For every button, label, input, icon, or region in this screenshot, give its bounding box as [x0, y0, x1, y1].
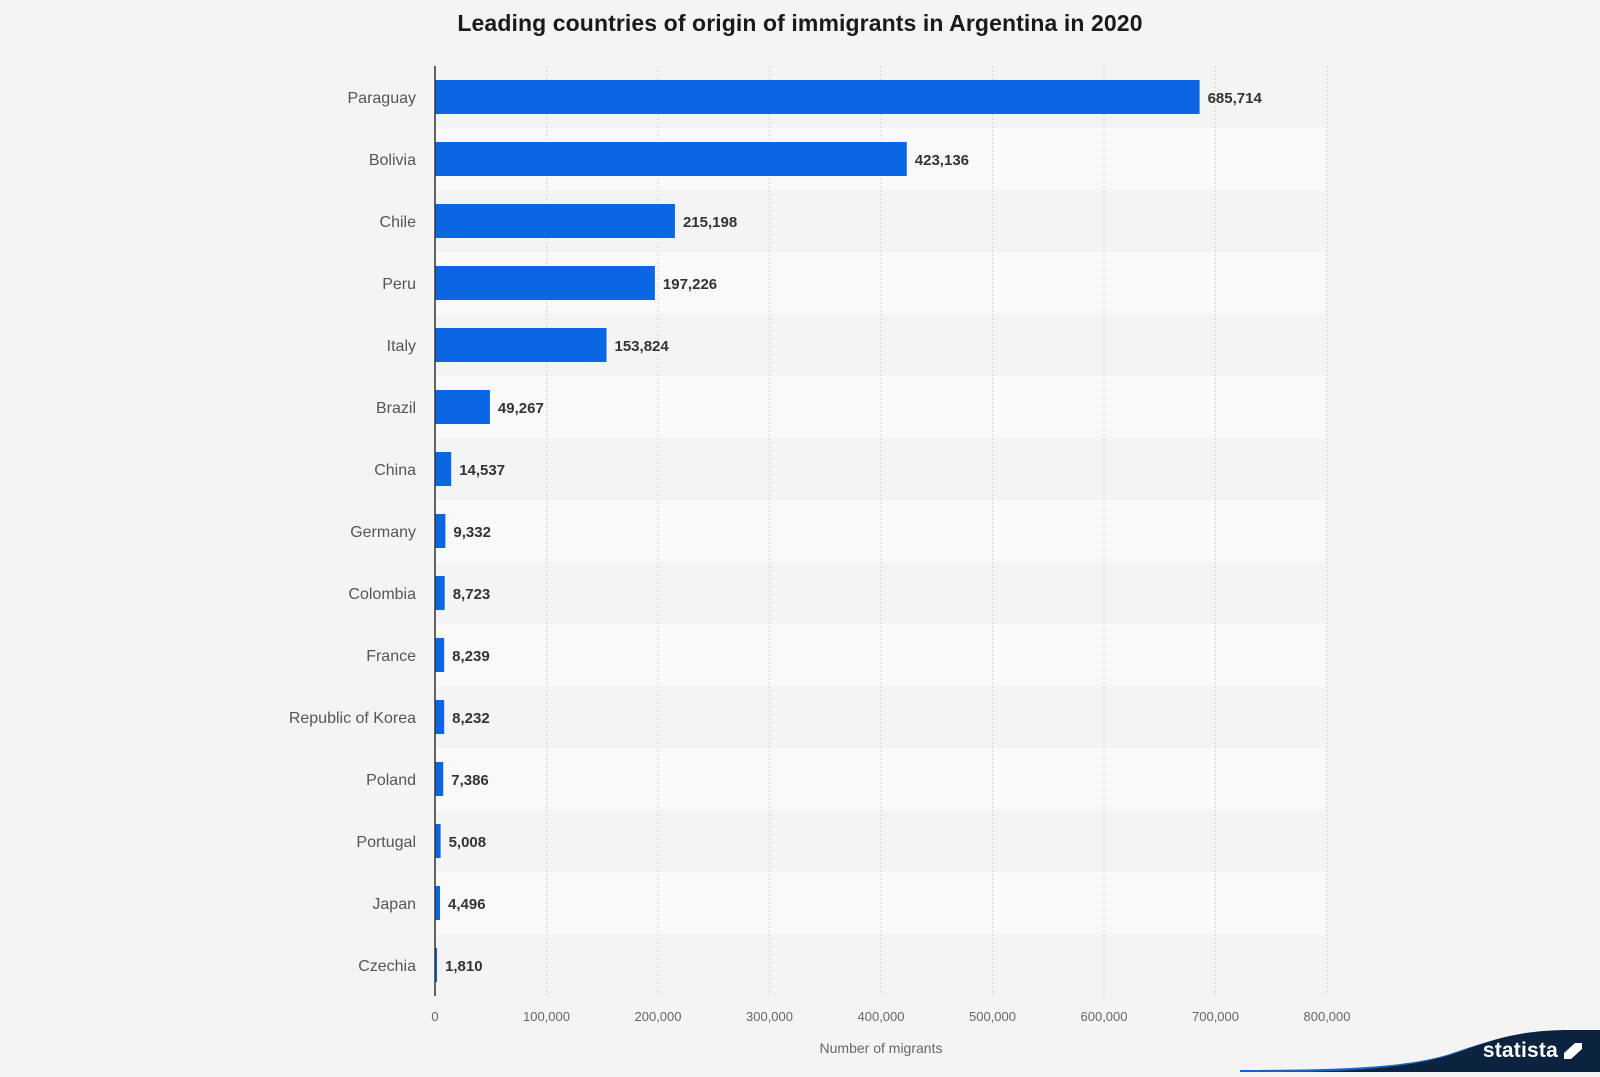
category-label: Poland — [366, 772, 416, 789]
category-label: Czechia — [358, 958, 416, 975]
bar[interactable] — [435, 142, 907, 176]
category-label: Italy — [387, 338, 416, 355]
category-label: China — [374, 462, 416, 479]
category-label: Bolivia — [369, 152, 416, 169]
value-label: 8,723 — [453, 586, 491, 603]
x-tick-label: 800,000 — [1304, 1009, 1351, 1024]
value-label: 49,267 — [498, 400, 544, 417]
value-label: 7,386 — [451, 772, 489, 789]
bar[interactable] — [435, 328, 607, 362]
category-label: Germany — [350, 524, 416, 541]
category-label: France — [366, 648, 416, 665]
x-tick-label: 500,000 — [969, 1009, 1016, 1024]
value-label: 423,136 — [915, 152, 969, 169]
x-tick-label: 300,000 — [746, 1009, 793, 1024]
value-label: 9,332 — [453, 524, 491, 541]
value-label: 215,198 — [683, 214, 737, 231]
x-tick-label: 0 — [431, 1009, 438, 1024]
value-label: 8,232 — [452, 710, 490, 727]
category-label: Colombia — [348, 586, 416, 603]
x-axis-ticks: 0 100,000 200,000 300,000 400,000 500,000 600,… — [431, 1009, 1350, 1024]
row-band — [435, 686, 1327, 748]
value-label: 197,226 — [663, 276, 717, 293]
category-label: Chile — [380, 214, 417, 231]
category-label: Peru — [382, 276, 416, 293]
x-tick-label: 400,000 — [858, 1009, 905, 1024]
value-label: 1,810 — [445, 958, 483, 975]
row-band — [435, 810, 1327, 872]
bar[interactable] — [435, 638, 445, 672]
bars — [435, 80, 1200, 982]
bar[interactable] — [435, 700, 445, 734]
value-label: 4,496 — [448, 896, 486, 913]
value-label: 8,239 — [452, 648, 490, 665]
x-axis-title: Number of migrants — [820, 1040, 943, 1056]
bar[interactable] — [435, 948, 438, 982]
bar[interactable] — [435, 886, 441, 920]
bar[interactable] — [435, 266, 655, 300]
row-band — [435, 438, 1327, 500]
category-label: Brazil — [376, 400, 416, 417]
statista-mark-icon — [1564, 1043, 1582, 1059]
value-label: 5,008 — [449, 834, 487, 851]
x-tick-label: 700,000 — [1192, 1009, 1239, 1024]
row-band — [435, 934, 1327, 996]
value-label: 685,714 — [1208, 90, 1263, 107]
category-label: Portugal — [356, 834, 416, 851]
brand-name: statista — [1482, 1039, 1558, 1062]
bar[interactable] — [435, 204, 675, 238]
bar[interactable] — [435, 514, 446, 548]
category-label: Japan — [372, 896, 416, 913]
bar[interactable] — [435, 390, 490, 424]
x-tick-label: 600,000 — [1081, 1009, 1128, 1024]
bar[interactable] — [435, 80, 1200, 114]
statista-logo[interactable]: statista — [1240, 1024, 1600, 1072]
category-label: Paraguay — [348, 90, 417, 107]
value-labels: 685,714 423,136 215,198 197,226 153,824 49,26… — [445, 90, 1262, 975]
value-label: 14,537 — [459, 462, 505, 479]
chart-title: Leading countries of origin of immigrant… — [457, 10, 1143, 36]
bar[interactable] — [435, 576, 445, 610]
bar[interactable] — [435, 824, 441, 858]
x-tick-label: 100,000 — [523, 1009, 570, 1024]
bar[interactable] — [435, 452, 452, 486]
value-label: 153,824 — [615, 338, 670, 355]
gridlines — [546, 66, 1328, 996]
row-band — [435, 562, 1327, 624]
brand-swoosh — [1240, 1030, 1600, 1072]
category-labels: Paraguay Bolivia Chile Peru Italy Brazil China… — [289, 90, 416, 975]
x-tick-label: 200,000 — [635, 1009, 682, 1024]
category-label: Republic of Korea — [289, 710, 416, 727]
bar[interactable] — [435, 762, 444, 796]
